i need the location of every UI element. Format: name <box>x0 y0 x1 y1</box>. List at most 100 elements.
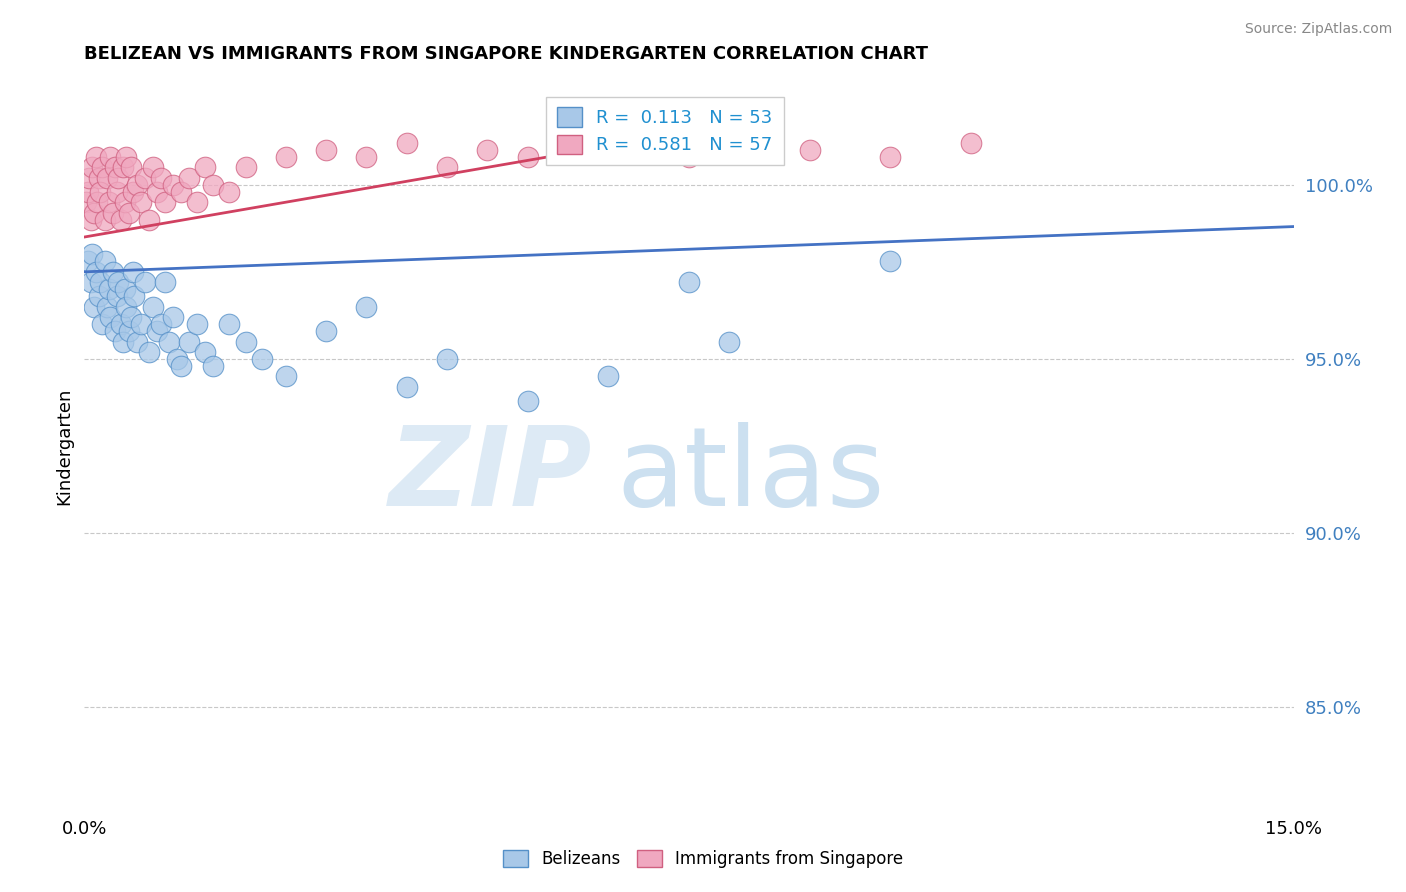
Point <box>194 161 217 175</box>
Point <box>91 161 114 175</box>
Point <box>678 275 700 289</box>
Point <box>356 150 378 164</box>
Point <box>91 317 114 331</box>
Point <box>218 317 240 331</box>
Point <box>598 369 620 384</box>
Point <box>477 143 499 157</box>
Point <box>89 275 111 289</box>
Point <box>134 275 156 289</box>
Point <box>162 310 184 325</box>
Point <box>112 334 135 349</box>
Point <box>98 150 121 164</box>
Point <box>179 334 201 349</box>
Point <box>125 178 148 192</box>
Point <box>799 143 821 157</box>
Point <box>87 170 110 185</box>
Point <box>153 275 176 289</box>
Text: ZIP: ZIP <box>388 422 592 529</box>
Point <box>110 317 132 331</box>
Point <box>149 170 172 185</box>
Point <box>186 195 208 210</box>
Point <box>129 317 152 331</box>
Point <box>77 170 100 185</box>
Point <box>93 212 115 227</box>
Point <box>516 150 538 164</box>
Point <box>121 185 143 199</box>
Point <box>718 334 741 349</box>
Point <box>194 345 217 359</box>
Point <box>75 195 97 210</box>
Point <box>97 282 120 296</box>
Point <box>879 150 901 164</box>
Point <box>121 265 143 279</box>
Point <box>186 317 208 331</box>
Point <box>960 136 983 150</box>
Point <box>104 324 127 338</box>
Point <box>142 161 165 175</box>
Point <box>89 185 111 199</box>
Point <box>120 310 142 325</box>
Point <box>86 265 108 279</box>
Point <box>436 161 458 175</box>
Point <box>112 161 135 175</box>
Point <box>598 136 620 150</box>
Point <box>678 150 700 164</box>
Point <box>104 161 127 175</box>
Point <box>82 161 104 175</box>
Point <box>115 300 138 314</box>
Point <box>274 369 297 384</box>
Point <box>125 334 148 349</box>
Point <box>114 195 136 210</box>
Point <box>315 324 337 338</box>
Point <box>274 150 297 164</box>
Point <box>218 185 240 199</box>
Point <box>118 205 141 219</box>
Point <box>879 254 901 268</box>
Point <box>157 334 180 349</box>
Point <box>149 317 172 331</box>
Point <box>96 300 118 314</box>
Point <box>84 150 107 164</box>
Point <box>80 275 103 289</box>
Point <box>114 282 136 296</box>
Point <box>105 289 128 303</box>
Point <box>124 289 146 303</box>
Point <box>250 351 273 366</box>
Point <box>101 265 124 279</box>
Point <box>146 324 169 338</box>
Point <box>83 205 105 219</box>
Text: BELIZEAN VS IMMIGRANTS FROM SINGAPORE KINDERGARTEN CORRELATION CHART: BELIZEAN VS IMMIGRANTS FROM SINGAPORE KI… <box>84 45 928 63</box>
Point <box>80 212 103 227</box>
Point <box>134 170 156 185</box>
Point <box>107 275 129 289</box>
Point <box>170 185 193 199</box>
Point <box>179 170 201 185</box>
Point <box>110 212 132 227</box>
Point <box>86 195 108 210</box>
Legend: R =  0.113   N = 53, R =  0.581   N = 57: R = 0.113 N = 53, R = 0.581 N = 57 <box>546 96 783 165</box>
Point <box>115 150 138 164</box>
Point <box>97 195 120 210</box>
Point <box>516 393 538 408</box>
Legend: Belizeans, Immigrants from Singapore: Belizeans, Immigrants from Singapore <box>496 843 910 875</box>
Point <box>718 136 741 150</box>
Point <box>166 351 188 366</box>
Point <box>82 247 104 261</box>
Point <box>120 161 142 175</box>
Point <box>235 334 257 349</box>
Point <box>202 359 225 373</box>
Point <box>637 143 659 157</box>
Point <box>93 254 115 268</box>
Point <box>202 178 225 192</box>
Point <box>395 136 418 150</box>
Point <box>87 289 110 303</box>
Point <box>118 324 141 338</box>
Point <box>436 351 458 366</box>
Point <box>76 185 98 199</box>
Point <box>153 195 176 210</box>
Point <box>101 205 124 219</box>
Text: atlas: atlas <box>616 422 884 529</box>
Point <box>146 185 169 199</box>
Point <box>98 310 121 325</box>
Point <box>356 300 378 314</box>
